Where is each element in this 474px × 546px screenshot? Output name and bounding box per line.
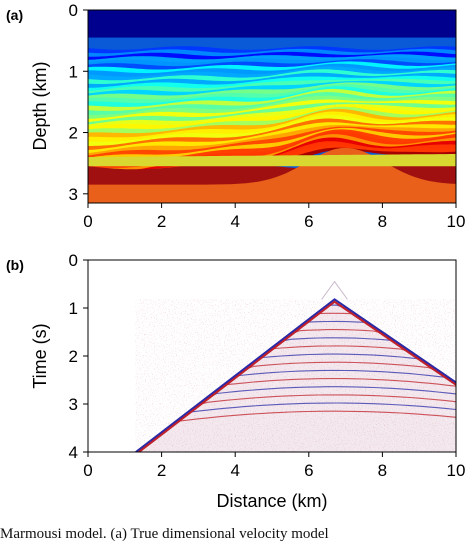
b-y-tick-label: 2 — [69, 347, 78, 366]
velocity-layer — [88, 63, 456, 78]
velocity-layer — [88, 154, 456, 167]
velocity-layer — [88, 125, 456, 157]
velocity-layer — [88, 108, 456, 138]
velocity-layer — [88, 88, 456, 112]
a-y-tick-label: 3 — [69, 185, 78, 204]
panel-label-a: (a) — [6, 7, 23, 23]
velocity-layer — [88, 80, 456, 97]
b-x-tick-label: 2 — [157, 461, 166, 480]
a-y-tick-label: 0 — [69, 1, 78, 20]
gather-events — [135, 280, 456, 452]
velocity-layer — [88, 48, 456, 58]
velocity-image — [88, 10, 456, 203]
velocity-model-panel: (a) 0 2 4 6 8 10 0 1 2 3 Depth (km) — [6, 1, 465, 231]
b-y-tick-label: 0 — [69, 251, 78, 270]
shot-gather-panel: (b) 0 2 4 6 8 10 0 1 2 3 4 Time (s) Distance (km) — [6, 251, 465, 511]
velocity-layer — [88, 122, 456, 154]
b-x-tick-label: 6 — [304, 461, 313, 480]
axes-b: 0 2 4 6 8 10 0 1 2 3 4 — [69, 251, 466, 480]
b-x-tick-label: 10 — [447, 461, 466, 480]
velocity-layer — [88, 59, 456, 71]
a-x-tick-label: 2 — [157, 212, 166, 231]
axes-a: 0 2 4 6 8 10 0 1 2 3 — [69, 1, 466, 231]
b-x-tick-label: 0 — [83, 461, 92, 480]
velocity-layer — [88, 102, 456, 126]
a-x-tick-label: 6 — [304, 212, 313, 231]
b-y-tick-label: 1 — [69, 299, 78, 318]
a-x-tick-label: 8 — [378, 212, 387, 231]
x-axis-label-b: Distance (km) — [216, 491, 327, 511]
velocity-layer — [88, 106, 456, 134]
direct-arrival — [137, 300, 456, 452]
plot-frame-a — [87, 9, 457, 204]
b-x-tick-label: 8 — [378, 461, 387, 480]
velocity-layer — [88, 126, 456, 159]
velocity-layer — [88, 72, 456, 89]
velocity-layer — [88, 82, 456, 100]
figure-caption: Marmousi model. (a) True dimensional vel… — [0, 526, 329, 542]
source-apex — [321, 280, 348, 300]
gather-image — [88, 260, 456, 452]
a-x-tick-label: 4 — [230, 212, 239, 231]
gather-noise — [135, 299, 456, 452]
velocity-layer — [88, 111, 456, 143]
water-layer — [88, 10, 456, 38]
b-x-tick-label: 4 — [230, 461, 239, 480]
a-x-tick-label: 10 — [447, 212, 466, 231]
velocity-layer — [88, 61, 456, 74]
a-x-tick-label: 0 — [83, 212, 92, 231]
b-y-tick-label: 4 — [69, 443, 78, 462]
a-y-tick-label: 2 — [69, 124, 78, 143]
velocity-layer — [88, 103, 456, 128]
y-axis-label-b: Time (s) — [30, 323, 50, 388]
velocity-layer — [88, 46, 456, 54]
velocity-layer — [88, 127, 456, 161]
velocity-layer — [88, 105, 456, 130]
velocity-layer — [88, 78, 456, 95]
y-axis-label-a: Depth (km) — [30, 61, 50, 150]
panel-label-b: (b) — [6, 257, 24, 273]
velocity-layer — [88, 69, 456, 85]
velocity-layer — [88, 118, 456, 151]
velocity-layers — [88, 10, 456, 203]
direct-arrival — [135, 298, 456, 452]
a-y-tick-label: 1 — [69, 62, 78, 81]
b-y-tick-label: 3 — [69, 395, 78, 414]
velocity-layer — [88, 66, 456, 81]
